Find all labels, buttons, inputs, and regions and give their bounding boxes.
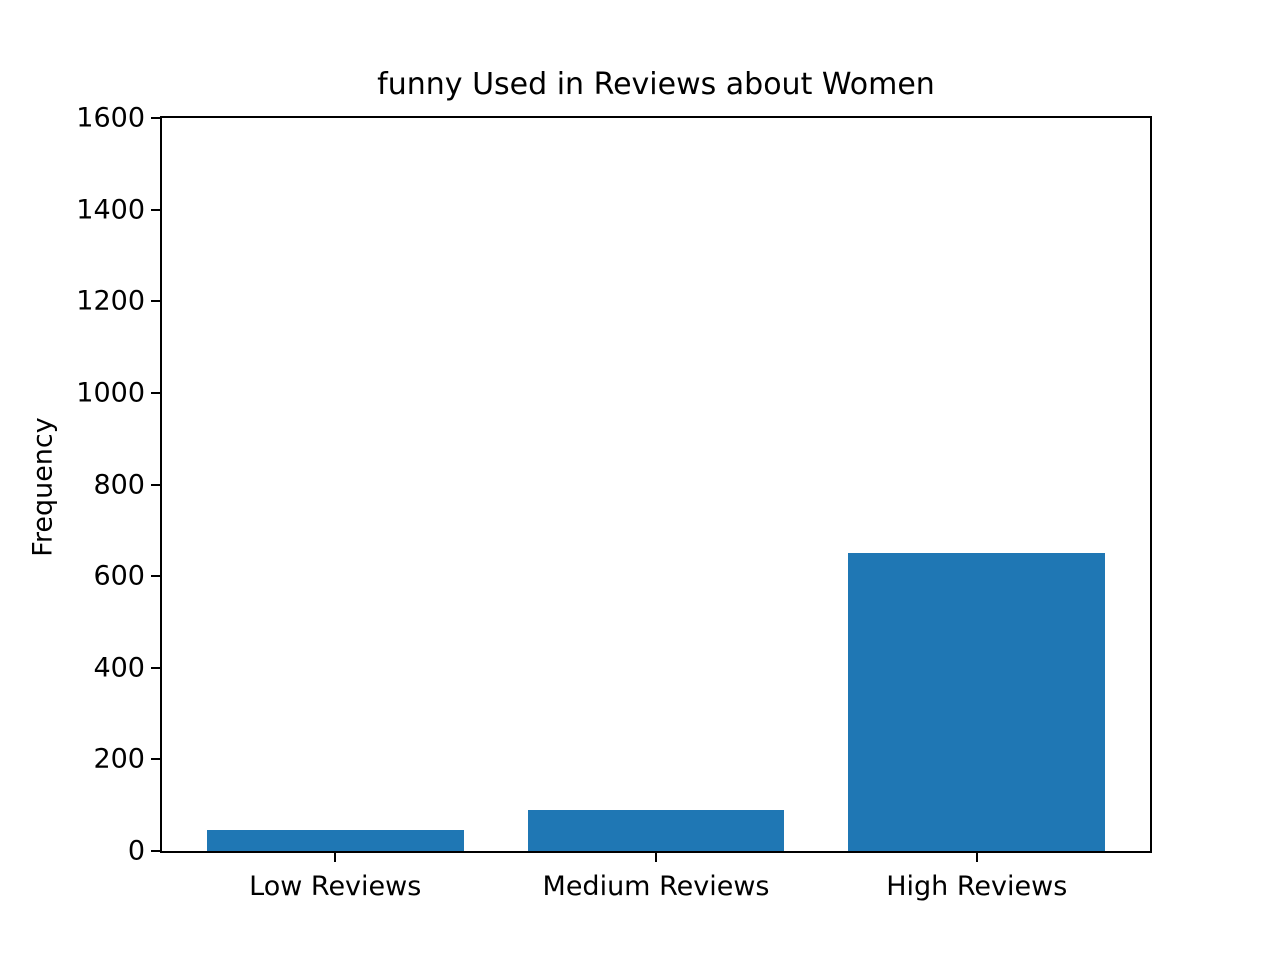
y-tick-800 <box>151 483 160 486</box>
y-tick-0 <box>151 850 160 852</box>
x-tick-low-reviews <box>334 853 337 862</box>
y-tick-600 <box>151 575 160 578</box>
y-tick-label-1400: 1400 <box>76 194 145 226</box>
y-tick-label-1000: 1000 <box>76 377 145 409</box>
x-tick-medium-reviews <box>655 853 657 862</box>
y-tick-1000 <box>151 391 160 394</box>
y-tick-1200 <box>151 300 160 303</box>
y-tick-label-1600: 1600 <box>76 102 145 134</box>
y-tick-1400 <box>151 208 160 211</box>
plot-area: 0 200 400 600 800 1000 1200 1400 1600 Low Reviews… <box>76 105 1152 900</box>
bar-low-reviews <box>206 830 464 851</box>
y-axis-label: Frequency <box>27 417 59 557</box>
y-tick-1600 <box>151 117 160 119</box>
x-tick-label-high-reviews: High Reviews <box>886 871 1068 902</box>
y-tick-label-1200: 1200 <box>76 285 145 317</box>
chart-title: funny Used in Reviews about Women <box>377 67 935 102</box>
y-tick-200 <box>151 758 160 761</box>
y-tick-label-0: 0 <box>127 835 145 867</box>
x-tick-label-low-reviews: Low Reviews <box>249 871 422 902</box>
x-tick-high-reviews <box>975 853 978 862</box>
y-tick-label-800: 800 <box>93 469 145 500</box>
y-tick-label-400: 400 <box>93 652 145 684</box>
y-tick-label-600: 600 <box>93 560 145 592</box>
y-tick-label-200: 200 <box>93 743 145 775</box>
y-tick-400 <box>151 666 160 669</box>
x-tick-label-medium-reviews: Medium Reviews <box>542 871 770 902</box>
bar-medium-reviews <box>527 809 785 851</box>
bar-high-reviews <box>848 553 1106 851</box>
